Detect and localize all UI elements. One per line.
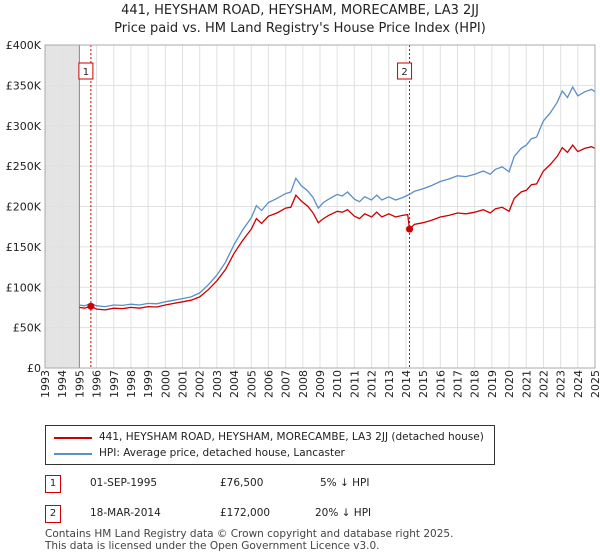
transaction-point [87, 302, 95, 310]
x-tick-label: 2001 [177, 370, 190, 398]
y-tick-label: £0 [27, 362, 41, 375]
y-tick-label: £200K [6, 201, 42, 214]
series-line-hpi [79, 85, 596, 308]
transaction-marker: 2 [45, 505, 61, 523]
y-tick-label: £300K [6, 120, 42, 133]
x-tick-label: 2019 [486, 370, 499, 398]
x-tick-label: 2005 [245, 370, 258, 398]
x-tick-label: 2018 [469, 370, 482, 398]
transaction-point [406, 225, 414, 233]
x-tick-label: 2008 [297, 370, 310, 398]
series-line-property [79, 144, 596, 311]
x-tick-label: 2013 [383, 370, 396, 398]
x-tick-label: 2017 [452, 370, 465, 398]
legend-label-hpi: HPI: Average price, detached house, Lanc… [99, 447, 345, 459]
x-tick-label: 2014 [400, 370, 413, 398]
x-tick-label: 2010 [331, 370, 344, 398]
footer-copyright: Contains HM Land Registry data © Crown c… [45, 528, 454, 540]
x-tick-label: 1993 [39, 370, 52, 398]
x-tick-label: 2023 [555, 370, 568, 398]
y-tick-label: £250K [6, 160, 42, 173]
x-tick-label: 2016 [434, 370, 447, 398]
x-tick-label: 2007 [280, 370, 293, 398]
x-tick-label: 2000 [159, 370, 172, 398]
legend-swatch-hpi [54, 453, 92, 455]
transaction-label-box [397, 62, 413, 80]
x-tick-label: 2021 [520, 370, 533, 398]
x-tick-label: 2006 [262, 370, 275, 398]
y-tick-label: £350K [6, 79, 42, 92]
x-tick-label: 2002 [194, 370, 207, 398]
x-tick-label: 2015 [417, 370, 430, 398]
transaction-hpi-diff: 20% ↓ HPI [315, 507, 372, 519]
x-tick-label: 2024 [572, 370, 585, 398]
x-tick-label: 1996 [91, 370, 104, 398]
transaction-date: 01-SEP-1995 [90, 477, 158, 489]
x-tick-label: 1994 [56, 370, 69, 398]
transaction-price: £172,000 [220, 507, 271, 519]
x-tick-label: 2003 [211, 370, 224, 398]
chart-title: 441, HEYSHAM ROAD, HEYSHAM, MORECAMBE, L… [121, 3, 479, 18]
y-tick-label: £150K [6, 241, 42, 254]
x-tick-label: 2004 [228, 370, 241, 398]
x-tick-label: 2011 [348, 370, 361, 398]
transaction-label: 2 [401, 67, 407, 78]
x-tick-label: 2025 [589, 370, 600, 398]
price-chart: 1 2 £0 £50K £100K £150K £200K £250K £300K £350K £4… [6, 39, 600, 398]
transaction-label-box [78, 62, 94, 80]
x-tick-label: 1998 [125, 370, 138, 398]
footer-licence: This data is licensed under the Open Gov… [45, 540, 380, 552]
y-tick-label: £50K [13, 322, 42, 335]
y-tick-label: £100K [6, 281, 42, 294]
y-tick-label: £400K [6, 39, 42, 52]
legend-swatch-property [54, 437, 92, 439]
plot-frame [44, 44, 596, 369]
x-tick-label: 2012 [366, 370, 379, 398]
transaction-hpi-diff: 5% ↓ HPI [320, 477, 370, 489]
x-tick-label: 1999 [142, 370, 155, 398]
x-tick-label: 1997 [108, 370, 121, 398]
transaction-date: 18-MAR-2014 [90, 507, 161, 519]
transaction-price: £76,500 [220, 477, 264, 489]
x-tick-label: 1995 [73, 370, 86, 398]
x-tick-label: 2022 [537, 370, 550, 398]
x-tick-label: 2020 [503, 370, 516, 398]
chart-subtitle: Price paid vs. HM Land Registry's House … [114, 21, 486, 36]
transaction-marker: 1 [45, 475, 61, 493]
transaction-label: 1 [83, 67, 89, 78]
legend-label-property: 441, HEYSHAM ROAD, HEYSHAM, MORECAMBE, L… [99, 431, 484, 443]
x-tick-label: 2009 [314, 370, 327, 398]
chart-legend: 441, HEYSHAM ROAD, HEYSHAM, MORECAMBE, L… [45, 425, 495, 465]
